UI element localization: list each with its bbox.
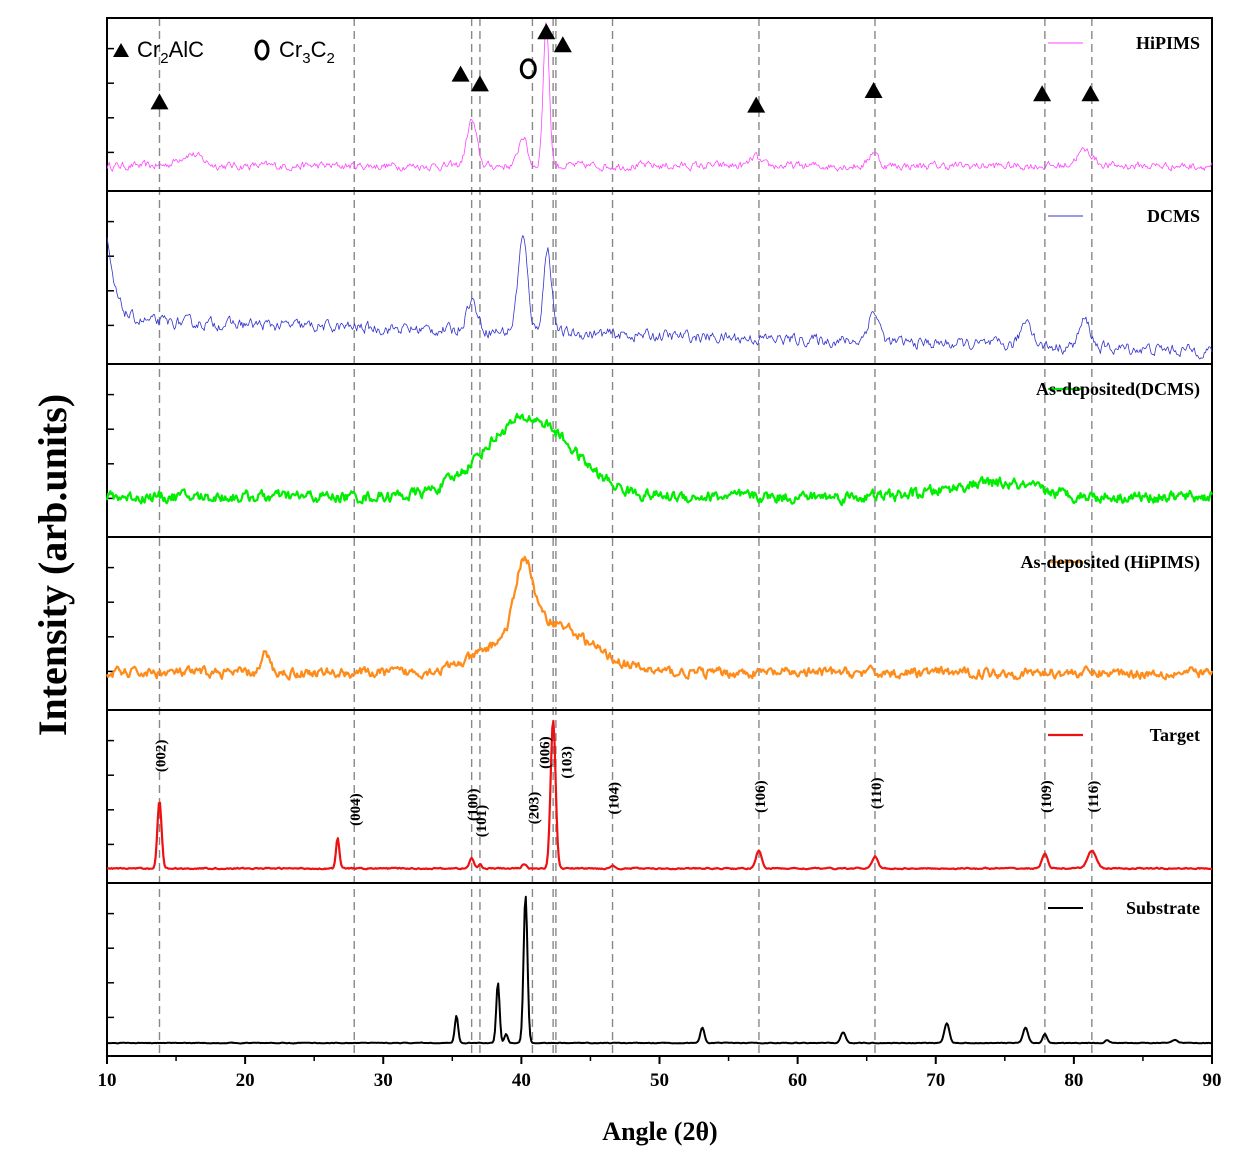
peak-label-6: (103) [560, 746, 576, 779]
cr3c2-circle-marker-3 [519, 58, 537, 80]
x-tick-label-7: 80 [1064, 1070, 1083, 1091]
x-tick-label-5: 60 [788, 1070, 807, 1091]
cr2alc-triangle-marker-9 [1081, 85, 1100, 102]
series-line-1 [106, 235, 1213, 360]
cr2alc-triangle-marker-0 [150, 93, 169, 110]
cr2alc-legend-label: Cr2AlC [137, 37, 204, 67]
series-line-3 [105, 555, 1214, 681]
triangle-legend-icon [113, 43, 129, 57]
cr2alc-triangle-marker-8 [1033, 85, 1052, 102]
peak-labels: (002) (004) (100)(101) (203) (006) (103) (104)… [153, 736, 1101, 837]
legend-label-1: DCMS [1147, 206, 1200, 226]
series-line-0 [106, 22, 1213, 172]
x-tick-label-3: 40 [512, 1070, 531, 1091]
legend-label-2: As-deposited(DCMS) [1036, 379, 1200, 400]
peak-label-7: (104) [607, 782, 623, 815]
peak-label-10: (109) [1039, 780, 1055, 813]
x-axis-title: Angle (2θ) [602, 1117, 717, 1146]
peak-label-2: (100) [466, 789, 482, 822]
circle-legend-icon [254, 39, 270, 61]
peak-label-9: (110) [869, 778, 885, 810]
peak-label-5: (006) [537, 736, 553, 769]
x-tick-label-6: 70 [926, 1070, 945, 1091]
cr2alc-triangle-marker-1 [451, 65, 470, 82]
x-tick-label-0: 10 [98, 1070, 117, 1091]
panel-frame-5 [106, 882, 1213, 1057]
cr2alc-triangle-marker-5 [553, 36, 572, 53]
cr2alc-triangle-marker-7 [864, 81, 883, 98]
peak-markers [150, 23, 1100, 113]
peak-label-11: (116) [1086, 781, 1102, 813]
x-tick-label-8: 90 [1203, 1070, 1222, 1091]
series-line-5 [106, 895, 1213, 1045]
x-tick-label-4: 50 [650, 1070, 669, 1091]
marker-legend: Cr2AlC Cr3C2 [113, 37, 335, 67]
series-line-4 [106, 719, 1213, 871]
legend-label-5: Substrate [1126, 898, 1200, 918]
legend-label-0: HiPIMS [1136, 33, 1200, 53]
series-layer [105, 22, 1214, 1045]
y-axis-title: Intensity (arb.units) [30, 394, 75, 736]
legend-label-3: As-deposited (HiPIMS) [1021, 552, 1201, 573]
series-legends: HiPIMS DCMS As-deposited(DCMS) As-deposited… [1021, 33, 1201, 918]
legend-label-4: Target [1150, 725, 1200, 745]
peak-label-0: (002) [153, 740, 169, 773]
chart-panels [106, 17, 1213, 1057]
series-line-2 [105, 412, 1213, 507]
peak-label-4: (203) [526, 792, 542, 825]
cr2alc-triangle-marker-2 [470, 75, 489, 92]
x-axis: 10 20 30 40 50 60 70 80 90 [98, 1056, 1222, 1091]
x-tick-label-2: 30 [374, 1070, 393, 1091]
peak-label-8: (106) [753, 780, 769, 813]
cr2alc-triangle-marker-4 [537, 23, 556, 40]
x-tick-label-1: 20 [236, 1070, 255, 1091]
panel-frame-1 [106, 190, 1213, 365]
cr2alc-triangle-marker-6 [747, 96, 766, 113]
peak-label-3: (101) [474, 805, 490, 838]
cr3c2-legend-label: Cr3C2 [279, 37, 335, 67]
peak-label-1: (004) [348, 793, 364, 826]
